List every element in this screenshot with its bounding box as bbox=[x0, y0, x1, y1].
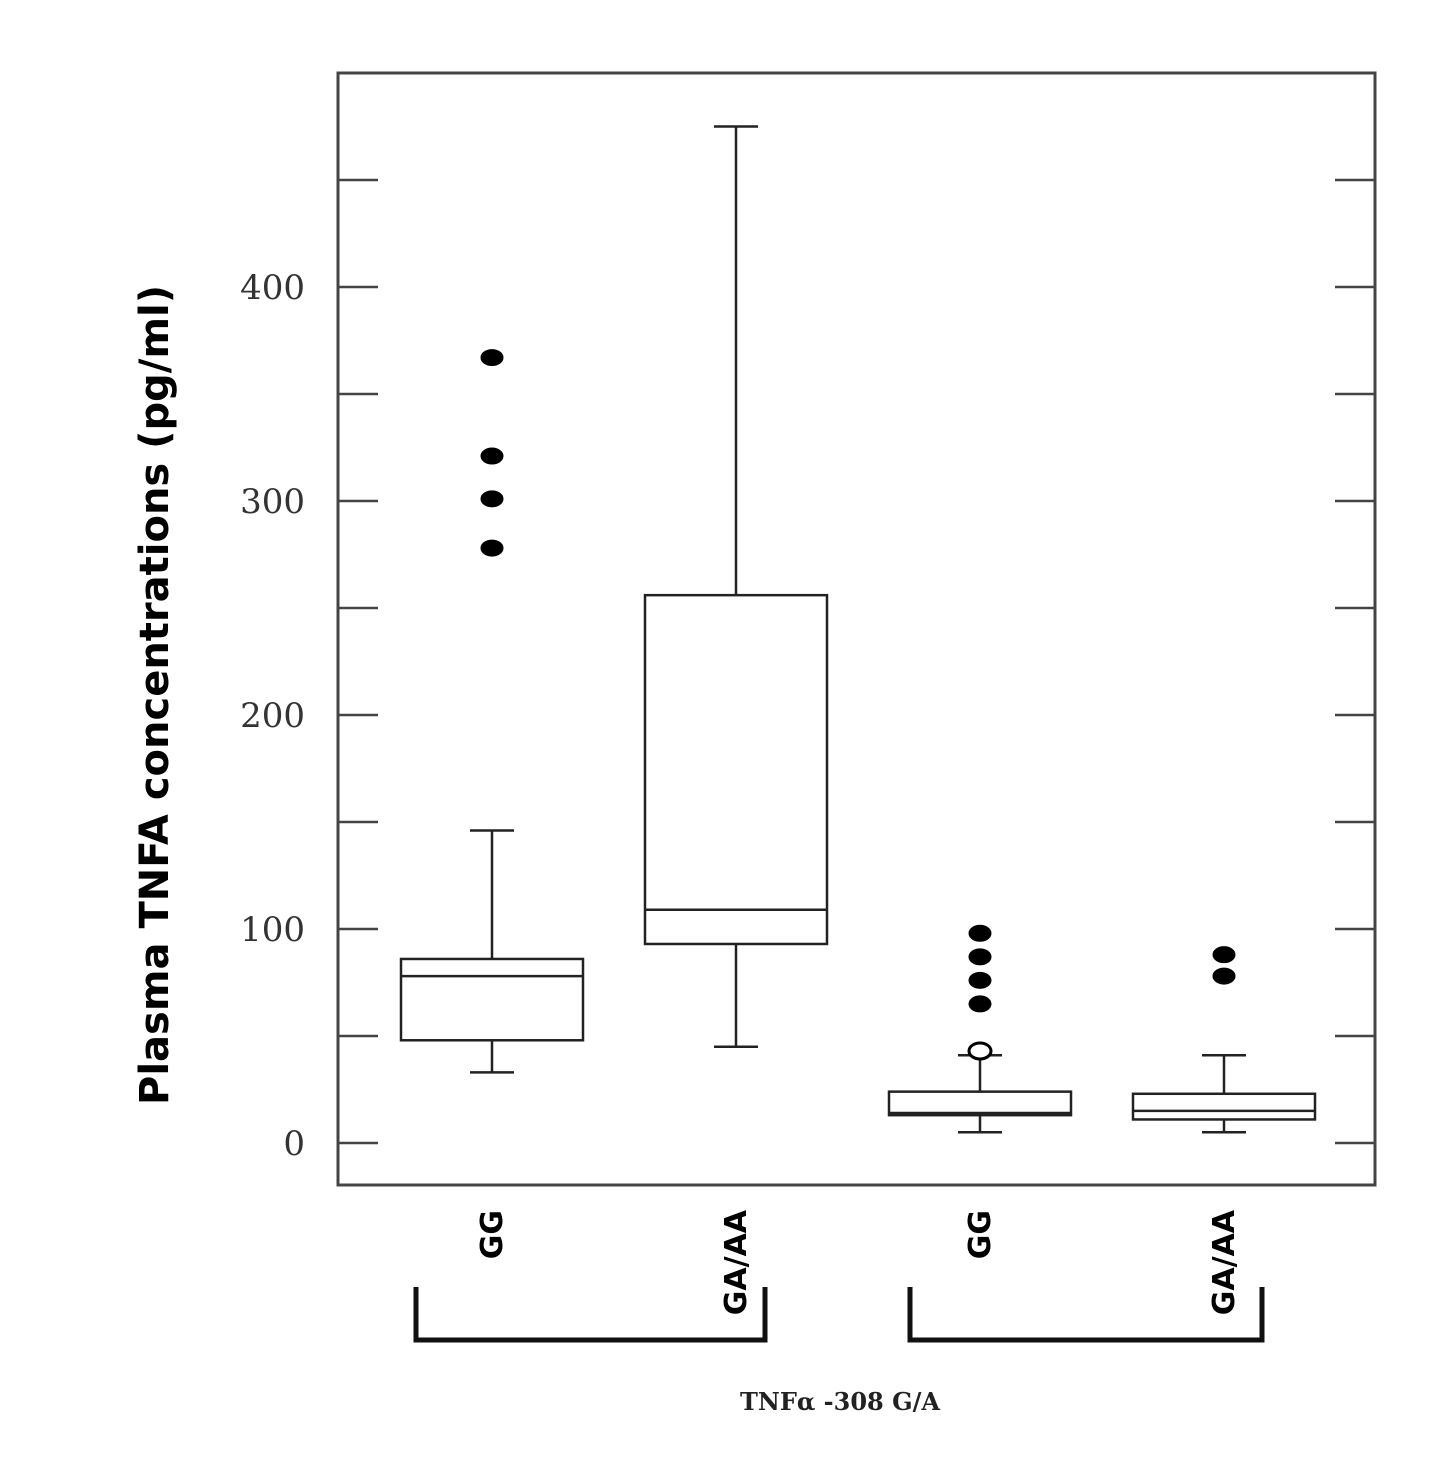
x-axis-categories: GG GA/AA GG GA/AA bbox=[475, 1209, 1242, 1315]
box-1 bbox=[399, 829, 585, 1074]
box-2 bbox=[643, 125, 829, 1048]
outlier-point bbox=[967, 1041, 993, 1061]
outlier-point bbox=[480, 490, 504, 508]
group-bracket bbox=[907, 1287, 1265, 1343]
outlier-point bbox=[968, 948, 992, 966]
group-bracket bbox=[413, 1287, 768, 1343]
iqr-box bbox=[1131, 1092, 1317, 1121]
x-axis-title: TNFα -308 G/A bbox=[740, 1387, 940, 1416]
outlier-point bbox=[480, 447, 504, 465]
y-tick-label: 400 bbox=[240, 268, 305, 308]
plot-frame bbox=[336, 71, 1377, 1187]
iqr-box bbox=[887, 1090, 1073, 1117]
outlier-point bbox=[968, 995, 992, 1013]
category-label: GA/AA bbox=[1207, 1209, 1242, 1315]
outlier-point bbox=[1212, 967, 1236, 985]
plot-area bbox=[336, 71, 1377, 1187]
outlier-point bbox=[480, 539, 504, 557]
y-tick-label: 0 bbox=[283, 1124, 305, 1164]
y-tick-label: 100 bbox=[240, 910, 305, 950]
outlier-point bbox=[968, 971, 992, 989]
outlier-point bbox=[968, 924, 992, 942]
outliers bbox=[480, 349, 1236, 1061]
y-tick-label: 200 bbox=[240, 696, 305, 736]
iqr-box bbox=[399, 957, 585, 1042]
category-label: GA/AA bbox=[719, 1209, 754, 1315]
y-tick-label: 300 bbox=[240, 482, 305, 522]
box-4 bbox=[1131, 1054, 1317, 1134]
y-axis-title: Plasma TNFA concentrations (pg/ml) bbox=[132, 285, 178, 1105]
iqr-box bbox=[643, 593, 829, 946]
category-label: GG bbox=[963, 1210, 998, 1259]
y-axis: 0 100 200 300 400 bbox=[240, 178, 1375, 1164]
outlier-point bbox=[480, 349, 504, 367]
outlier-point bbox=[1212, 946, 1236, 964]
box-3 bbox=[887, 1054, 1073, 1134]
category-label: GG bbox=[475, 1210, 510, 1259]
boxes bbox=[399, 125, 1317, 1134]
group-brackets bbox=[413, 1287, 1265, 1343]
